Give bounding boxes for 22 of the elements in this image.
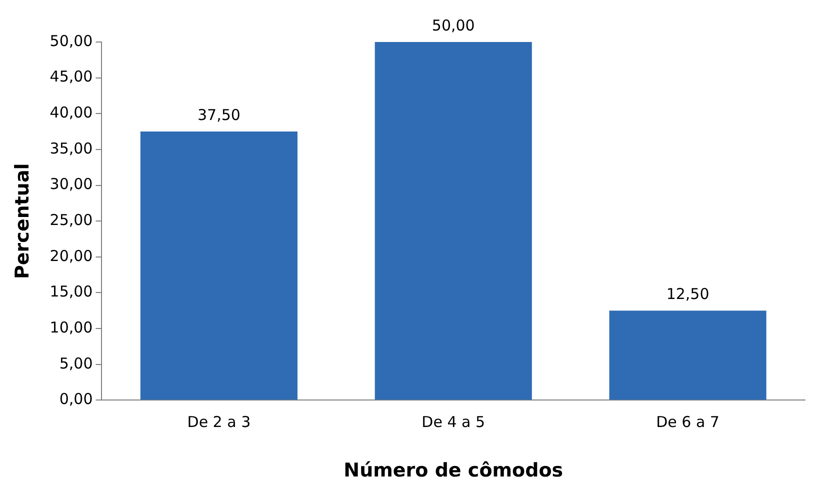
y-tick-label: 40,00 <box>50 104 93 122</box>
y-tick-label: 25,00 <box>50 210 93 229</box>
x-tick-label: De 2 a 3 <box>187 413 251 432</box>
x-tick-label: De 6 a 7 <box>656 413 720 432</box>
y-axis-title: Percentual <box>11 163 34 280</box>
y-tick-label: 5,00 <box>59 354 93 372</box>
data-label: 37,50 <box>197 106 240 124</box>
y-tick-label: 35,00 <box>50 139 93 158</box>
y-tick-label: 50,00 <box>50 32 93 50</box>
y-tick-label: 30,00 <box>50 175 93 194</box>
y-tick-label: 10,00 <box>50 318 93 336</box>
data-label: 12,50 <box>666 285 710 304</box>
bar <box>140 132 298 400</box>
data-label: 50,00 <box>432 16 475 34</box>
y-tick-label: 15,00 <box>50 282 93 301</box>
y-tick-label: 0,00 <box>59 390 93 408</box>
bar <box>374 42 532 400</box>
y-tick-label: 45,00 <box>50 68 93 86</box>
x-tick-label: De 4 a 5 <box>422 413 486 432</box>
bar <box>609 310 766 400</box>
x-axis-title: Número de cômodos <box>344 460 564 482</box>
y-tick-label: 20,00 <box>50 246 93 265</box>
